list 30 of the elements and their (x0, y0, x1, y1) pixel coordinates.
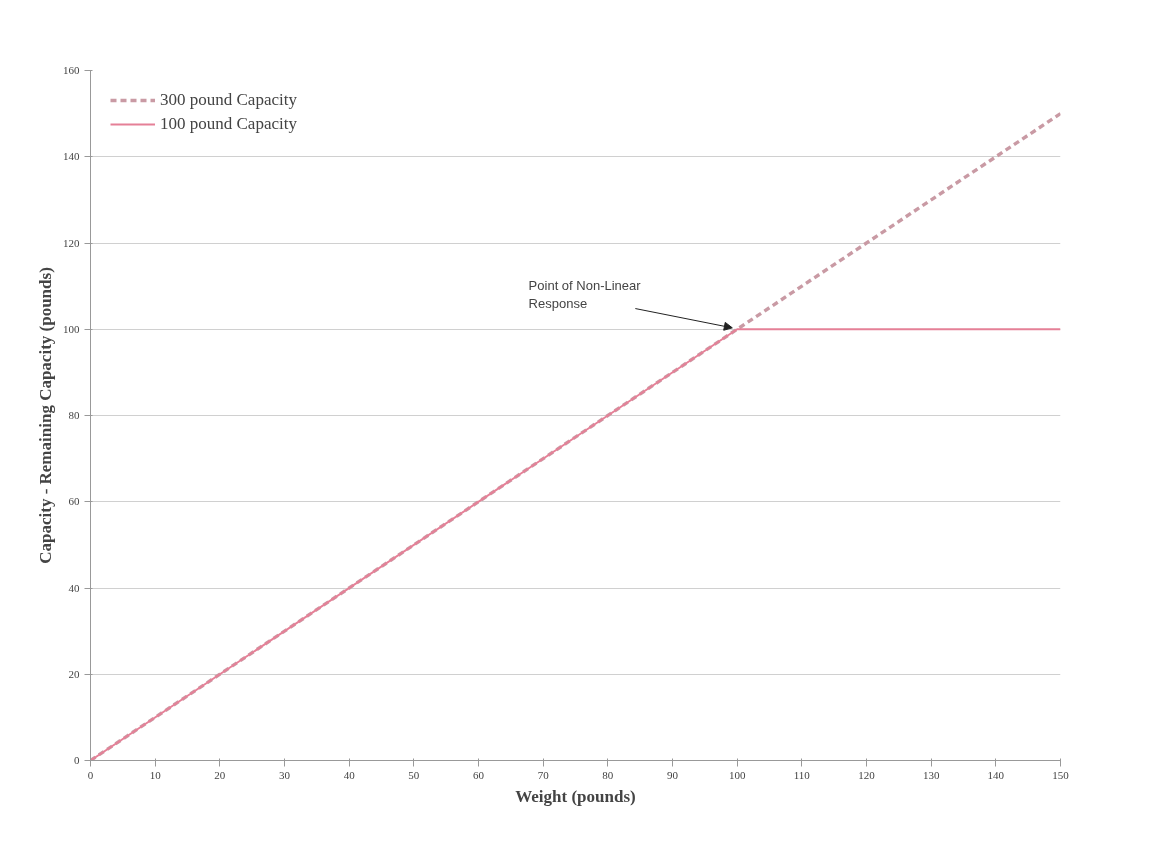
x-tick-label: 130 (922, 768, 940, 781)
y-tick-label: 140 (63, 150, 80, 163)
y-tick-label: 80 (68, 409, 80, 421)
y-tick-label: 160 (63, 64, 80, 76)
x-tick-label: 100 (728, 768, 746, 781)
legend-label: 100 pound Capacity (160, 114, 297, 134)
x-tick-label: 10 (149, 768, 162, 781)
x-tick-label: 140 (987, 768, 1005, 781)
x-tick-label: 30 (279, 768, 291, 781)
x-tick-label: 90 (667, 768, 679, 781)
y-tick-label: 100 (63, 322, 80, 335)
x-tick-label: 120 (858, 768, 876, 781)
x-tick-label: 40 (343, 768, 356, 781)
y-tick-label: 40 (68, 581, 80, 594)
x-tick-label: 0 (87, 768, 94, 781)
y-tick-label: 0 (74, 754, 80, 766)
x-axis-title: Weight (pounds) (515, 786, 636, 806)
annotation: Point of Non-Linear Response (528, 277, 642, 311)
y-tick-label: 60 (68, 495, 80, 508)
legend-label: 300 pound Capacity (160, 90, 297, 110)
x-tick-label: 110 (793, 768, 811, 781)
x-tick-label: 150 (1052, 768, 1070, 781)
x-tick-label: 80 (602, 768, 614, 781)
y-tick-label: 120 (63, 236, 80, 249)
x-tick-label: 20 (214, 768, 226, 781)
y-tick-label: 20 (68, 667, 80, 680)
x-tick-label: 70 (537, 768, 550, 781)
y-axis-title: Capacity - Remaining Capacity (pounds) (36, 267, 55, 564)
x-tick-label: 50 (408, 768, 420, 781)
x-tick-label: 60 (473, 768, 485, 781)
